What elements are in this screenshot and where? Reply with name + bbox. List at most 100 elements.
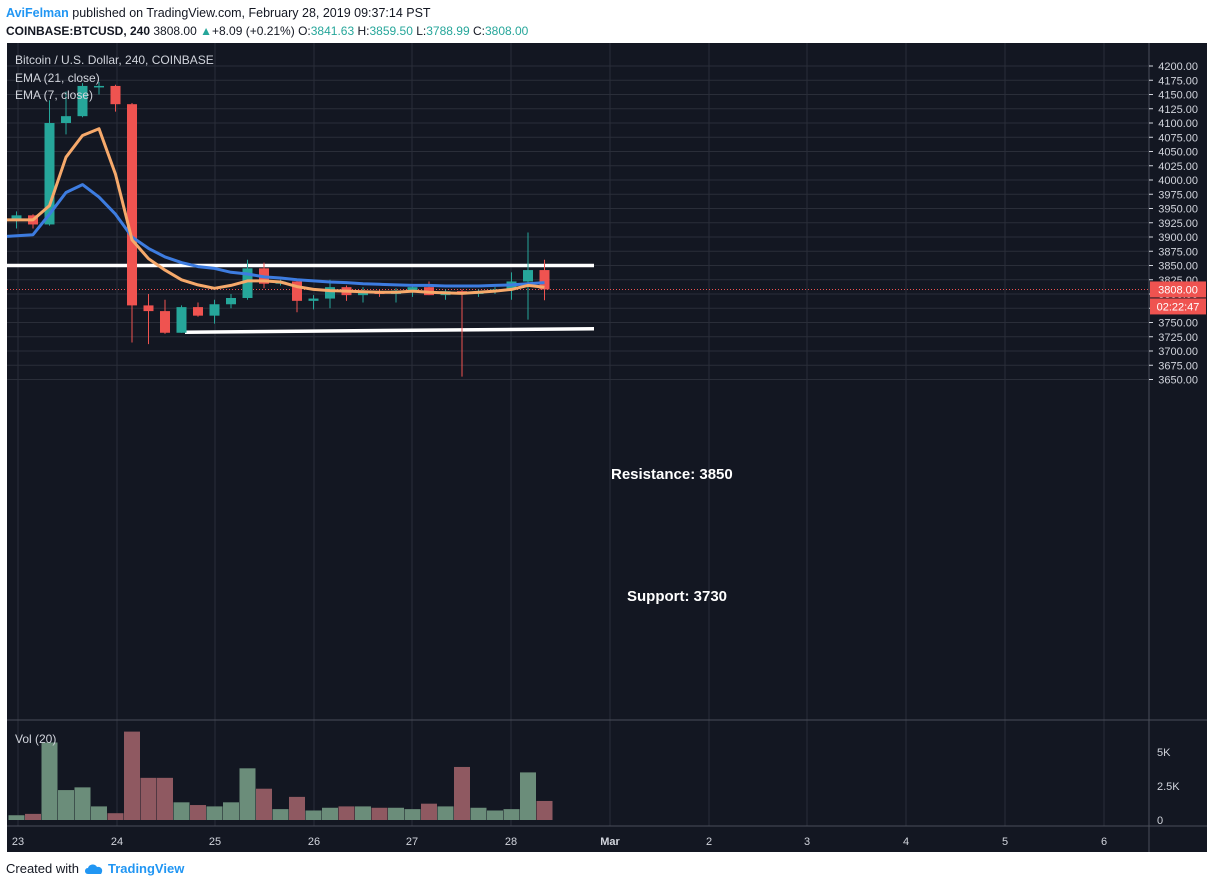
y-tick-label: 3850.00 — [1158, 261, 1198, 273]
candle-body — [44, 123, 55, 225]
volume-bar — [487, 810, 503, 820]
y-tick-label: 4200.00 — [1158, 61, 1198, 73]
candle-body — [539, 270, 550, 290]
publish-header: AviFelman published on TradingView.com, … — [6, 4, 1206, 40]
candle-body — [226, 297, 236, 305]
volume-bar — [41, 742, 58, 820]
volume-bar — [404, 809, 421, 820]
volume-bar — [520, 772, 536, 820]
candle-body — [11, 215, 22, 220]
volume-bar — [338, 806, 355, 820]
support-annotation: Support: 3730 — [627, 588, 727, 605]
created-with-text: Created with — [6, 861, 79, 876]
high-value: 3859.50 — [369, 24, 413, 38]
ohlc-line: COINBASE:BTCUSD, 240 3808.00 ▲+8.09 (+0.… — [6, 22, 1206, 40]
volume-tick-label: 5K — [1157, 747, 1171, 759]
open-value: 3841.63 — [310, 24, 355, 38]
ema7-line — [7, 127, 545, 295]
volume-bar — [388, 807, 404, 820]
volume-bar — [355, 806, 371, 820]
candle-body — [127, 104, 137, 306]
symbol-label: COINBASE:BTCUSD, 240 — [6, 24, 151, 38]
legend-ema21: EMA (21, close) — [15, 71, 100, 85]
x-tick-label: 2 — [706, 836, 712, 848]
close-value: 3808.00 — [484, 24, 529, 38]
volume-bar — [157, 777, 173, 820]
candle-body — [94, 85, 104, 88]
volume-bar — [421, 803, 437, 820]
price-change: +8.09 (+0.21%) — [212, 24, 295, 38]
y-tick-label: 4000.00 — [1158, 175, 1198, 187]
volume-bar — [140, 777, 157, 820]
y-tick-label: 3950.00 — [1158, 204, 1198, 216]
chart-title: Bitcoin / U.S. Dollar, 240, COINBASE — [15, 53, 214, 67]
y-tick-label: 3750.00 — [1158, 318, 1198, 330]
volume-bar — [223, 802, 239, 820]
ema21-line — [6, 183, 545, 288]
current-price-label: 3808.00 — [1158, 284, 1198, 296]
up-arrow-icon: ▲ — [200, 24, 212, 38]
published-text: published on TradingView.com, February 2… — [68, 6, 431, 20]
x-tick-label: Mar — [600, 836, 620, 848]
candle-body — [176, 307, 187, 333]
current-price-tag — [1150, 281, 1206, 298]
tradingview-logo[interactable]: TradingView — [83, 861, 184, 876]
x-tick-label: 3 — [804, 836, 810, 848]
volume-bar — [256, 788, 272, 820]
volume-bar — [305, 810, 322, 820]
x-tick-label: 24 — [111, 836, 123, 848]
candle-body — [308, 298, 319, 301]
volume-bar — [437, 806, 454, 820]
candle-body — [110, 85, 121, 105]
y-tick-label: 3675.00 — [1158, 360, 1198, 372]
volume-bar — [8, 815, 25, 820]
y-tick-label: 4100.00 — [1158, 118, 1198, 130]
volume-bar — [74, 787, 91, 820]
candle-body — [77, 85, 88, 117]
countdown-label: 02:22:47 — [1157, 301, 1200, 313]
y-tick-label: 4175.00 — [1158, 75, 1198, 87]
x-tick-label: 26 — [308, 836, 320, 848]
volume-bar — [124, 731, 140, 820]
x-tick-label: 23 — [12, 836, 24, 848]
volume-legend: Vol (20) — [15, 732, 56, 746]
volume-bar — [272, 809, 289, 820]
candle-body — [160, 311, 170, 333]
candle-body — [523, 270, 533, 282]
support-line — [184, 327, 595, 334]
resistance-annotation: Resistance: 3850 — [611, 466, 733, 483]
countdown-tag — [1150, 298, 1206, 315]
candle-body — [292, 281, 302, 301]
candle-body — [325, 287, 335, 299]
y-tick-label: 4050.00 — [1158, 147, 1198, 159]
volume-bar — [470, 807, 487, 820]
chart-background — [7, 43, 1149, 852]
y-tick-label: 3650.00 — [1158, 375, 1198, 387]
volume-bar — [91, 806, 107, 820]
x-tick-label: 5 — [1002, 836, 1008, 848]
volume-bar — [190, 805, 206, 820]
candle-body — [358, 292, 368, 296]
y-tick-label: 3700.00 — [1158, 346, 1198, 358]
candle-body — [209, 304, 220, 316]
author-link[interactable]: AviFelman — [6, 6, 69, 20]
y-tick-label: 4150.00 — [1158, 90, 1198, 102]
volume-bar — [322, 807, 338, 820]
volume-bar — [58, 790, 74, 820]
candle-body — [407, 287, 418, 291]
tradingview-cloud-icon — [84, 863, 103, 874]
volume-bar — [371, 807, 388, 820]
last-price: 3808.00 — [153, 24, 197, 38]
high-label: H: — [357, 24, 370, 38]
x-tick-label: 6 — [1101, 836, 1107, 848]
y-tick-label: 3925.00 — [1158, 218, 1198, 230]
publish-info: AviFelman published on TradingView.com, … — [6, 4, 1206, 22]
volume-bar — [239, 768, 256, 820]
y-tick-label: 4125.00 — [1158, 104, 1198, 116]
volume-bar — [206, 806, 223, 820]
y-tick-label: 3875.00 — [1158, 246, 1198, 258]
y-tick-label: 3975.00 — [1158, 189, 1198, 201]
y-tick-label: 3725.00 — [1158, 332, 1198, 344]
x-tick-label: 27 — [406, 836, 418, 848]
